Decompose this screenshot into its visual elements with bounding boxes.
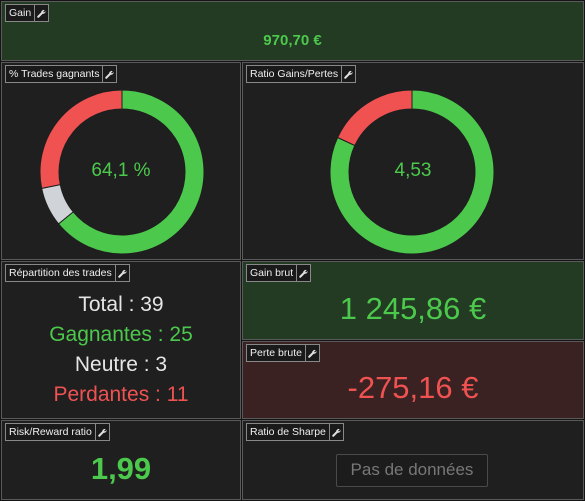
- win-rate-title: % Trades gagnants: [9, 68, 100, 80]
- repartition-panel: Répartition des trades Total : 39 Gagnan…: [1, 261, 241, 419]
- gain-title: Gain: [9, 7, 32, 19]
- gain-brut-panel: Gain brut 1 245,86 €: [242, 261, 584, 340]
- wrench-icon[interactable]: [34, 5, 48, 21]
- ratio-donut-chart: [329, 89, 495, 255]
- ratio-value: 4,53: [394, 160, 432, 181]
- wrench-icon[interactable]: [328, 424, 343, 440]
- wrench-icon[interactable]: [102, 66, 116, 82]
- gain-value: 970,70 €: [263, 32, 322, 49]
- gain-header: Gain: [5, 4, 50, 22]
- ratio-title: Ratio Gains/Pertes: [250, 68, 339, 80]
- gain-panel: Gain 970,70 €: [1, 1, 584, 61]
- ratio-panel: Ratio Gains/Pertes 4,53: [242, 62, 584, 260]
- perte-brute-header: Perte brute: [246, 344, 320, 362]
- risk-reward-value: 1,99: [90, 451, 152, 486]
- win-rate-slice-2: [39, 89, 123, 189]
- sharpe-no-data-placeholder: Pas de données: [336, 454, 488, 487]
- wrench-icon[interactable]: [304, 345, 319, 361]
- ratio-slice-1: [336, 89, 413, 147]
- perte-brute-value: -275,16 €: [347, 370, 479, 405]
- wrench-icon[interactable]: [296, 265, 310, 281]
- wrench-icon[interactable]: [114, 265, 129, 281]
- repartition-total: Total : 39: [78, 293, 164, 316]
- sharpe-header: Ratio de Sharpe: [246, 423, 344, 441]
- win-rate-panel: % Trades gagnants 64,1 %: [1, 62, 241, 260]
- sharpe-panel: Ratio de Sharpe Pas de données: [242, 420, 584, 500]
- repartition-perdantes: Perdantes : 11: [53, 383, 189, 406]
- ratio-slice-0: [329, 89, 495, 255]
- risk-reward-title: Risk/Reward ratio: [9, 426, 92, 438]
- gain-brut-header: Gain brut: [246, 264, 312, 282]
- wrench-icon[interactable]: [94, 424, 109, 440]
- wrench-icon[interactable]: [341, 66, 355, 82]
- repartition-neutre: Neutre : 3: [74, 353, 168, 376]
- win-rate-value: 64,1 %: [91, 160, 151, 181]
- win-rate-slice-0: [57, 89, 205, 255]
- repartition-title: Répartition des trades: [9, 267, 112, 279]
- sharpe-title: Ratio de Sharpe: [250, 426, 326, 438]
- win-rate-header: % Trades gagnants: [5, 65, 118, 83]
- repartition-gagnantes: Gagnantes : 25: [49, 323, 193, 346]
- risk-reward-panel: Risk/Reward ratio 1,99: [1, 420, 241, 500]
- gain-brut-title: Gain brut: [250, 267, 294, 279]
- win-rate-donut-chart: [39, 89, 205, 255]
- perte-brute-title: Perte brute: [250, 347, 302, 359]
- perte-brute-panel: Perte brute -275,16 €: [242, 341, 584, 419]
- gain-brut-value: 1 245,86 €: [339, 291, 487, 326]
- repartition-header: Répartition des trades: [5, 264, 130, 282]
- ratio-header: Ratio Gains/Pertes: [246, 65, 357, 83]
- risk-reward-header: Risk/Reward ratio: [5, 423, 110, 441]
